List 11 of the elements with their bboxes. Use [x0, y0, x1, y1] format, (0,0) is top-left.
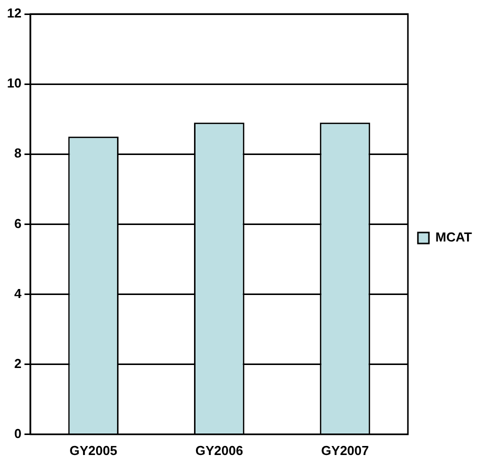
y-tick-label: 8 — [14, 146, 22, 161]
y-tick-label: 2 — [14, 356, 22, 371]
x-tick-label: GY2007 — [321, 442, 369, 458]
y-tick-label: 10 — [6, 76, 22, 91]
y-tick-label: 6 — [14, 216, 22, 231]
x-tick-label: GY2006 — [195, 442, 244, 458]
x-tick-label: GY2005 — [70, 442, 118, 458]
y-tick-label: 0 — [14, 426, 22, 441]
y-tick-label: 12 — [6, 6, 22, 21]
legend-label: MCAT — [435, 230, 472, 245]
y-tick-label: 4 — [14, 286, 22, 301]
